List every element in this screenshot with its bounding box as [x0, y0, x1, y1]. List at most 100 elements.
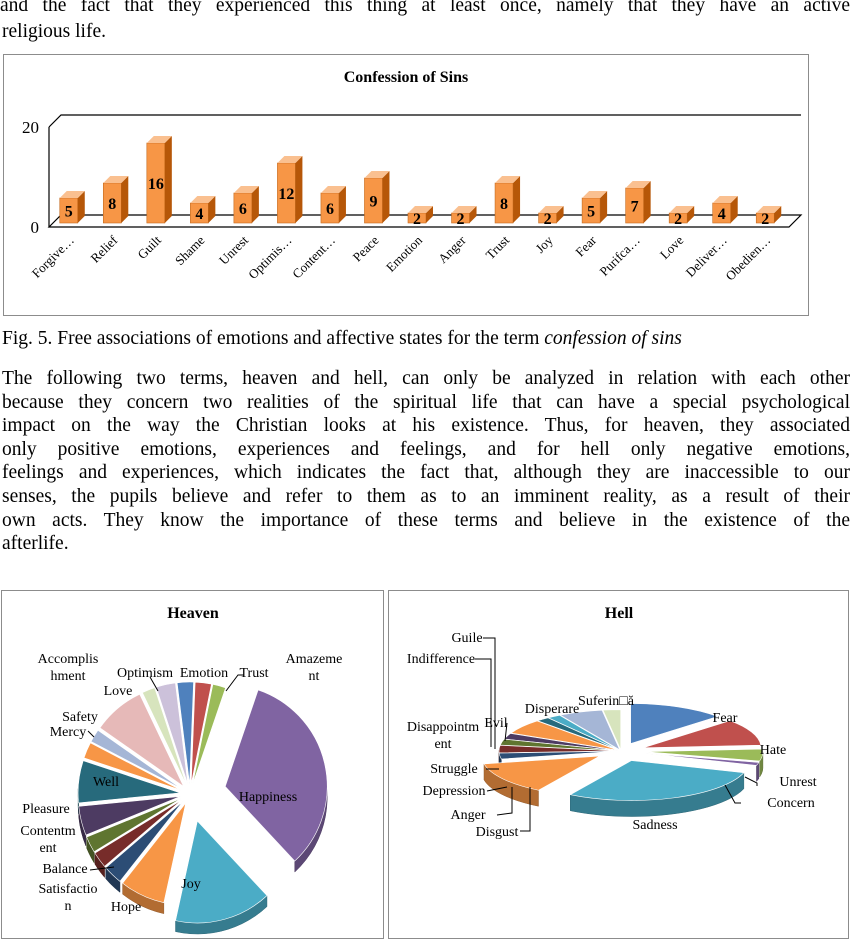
x-tick-label: Fear	[572, 232, 599, 259]
x-tick-label: Shame	[172, 232, 208, 268]
bar: 2	[669, 206, 694, 228]
bar-side	[295, 156, 302, 223]
bar-value-label: 2	[674, 211, 682, 228]
pie-label: Hate	[760, 743, 786, 758]
bar: 9	[364, 171, 389, 223]
pie-label: Anger	[451, 808, 486, 823]
paragraph-line: afterlife.	[2, 532, 850, 556]
y-tick-label: 20	[22, 118, 39, 137]
x-tick-label: Purifca…	[596, 233, 642, 279]
bar-chart-marks: 5 8 16 4 6 12 6 9 2 2 8 2 5 7 2 4 2	[60, 136, 781, 228]
leader-line	[88, 731, 94, 737]
pie-label: Evil	[484, 716, 507, 731]
bar-value-label: 8	[108, 196, 116, 213]
bar-value-label: 5	[65, 204, 73, 221]
bar-value-label: 16	[148, 176, 164, 193]
bar: 12	[277, 156, 302, 223]
x-tick-label: Content…	[289, 233, 338, 282]
paragraph-line: impact on the way the Christian looks at…	[2, 414, 850, 438]
bar: 2	[539, 206, 564, 228]
paragraph-line: only positive emotions, experiences and …	[2, 438, 850, 462]
pie-label: Suferin□ă	[578, 694, 635, 709]
bar-side	[382, 171, 389, 223]
x-tick-label: Optimis…	[245, 233, 294, 282]
bar-value-label: 6	[326, 201, 334, 218]
pie-label: Unrest	[779, 775, 816, 790]
bar-side	[644, 181, 651, 223]
bar-chart-title: Confession of Sins	[344, 69, 468, 86]
caption-emphasis: confession of sins	[544, 328, 682, 349]
bar-value-label: 12	[278, 186, 294, 203]
pie-slice	[570, 761, 744, 817]
x-tick-label: Love	[657, 232, 687, 262]
paragraph-line: feelings and experiences, which indicate…	[2, 461, 850, 485]
intro-line-1: and the fact that they experienced this …	[0, 0, 850, 18]
x-tick-label: Forgive…	[29, 233, 77, 281]
leader-line	[745, 777, 757, 786]
body-paragraph: The following two terms, heaven and hell…	[2, 367, 850, 556]
pie-slice-top	[225, 690, 327, 861]
y-tick-label: 0	[31, 218, 40, 237]
x-tick-label: Peace	[350, 232, 382, 264]
pie-label: Guile	[451, 631, 482, 646]
bar: 2	[408, 206, 433, 228]
bar: 4	[190, 196, 215, 223]
bar-value-label: 7	[631, 199, 639, 216]
bar: 5	[60, 191, 85, 223]
pie-label: Love	[104, 684, 133, 699]
pie-label: Disgust	[476, 825, 519, 840]
pie-label: Struggle	[430, 762, 477, 777]
pie-slice	[225, 690, 327, 872]
pie-label: Well	[93, 775, 119, 790]
pie-label: Mercy	[50, 725, 87, 740]
x-tick-label: Anger	[435, 232, 469, 266]
hell-chart-title: Hell	[605, 605, 634, 622]
pie-label: Pleasure	[22, 802, 69, 817]
bar: 6	[234, 186, 259, 223]
bar: 4	[713, 196, 738, 223]
bar-value-label: 2	[761, 211, 769, 228]
pie-label: Depression	[423, 784, 486, 799]
pie-label: Disperare	[525, 702, 579, 717]
x-tick-label: Unrest	[216, 232, 251, 267]
bar: 8	[103, 176, 128, 223]
pie-label: Concern	[767, 796, 814, 811]
confession-chart-panel: Confession of Sins 0 20 5 8 16 4 6 12 6 9 2 2 8 2 5 7 2…	[3, 54, 809, 316]
bar: 16	[147, 136, 172, 223]
confession-bar-chart: Confession of Sins 0 20 5 8 16 4 6 12 6 9 2 2 8 2 5 7 2…	[4, 55, 808, 315]
bar-side	[165, 136, 172, 223]
x-tick-label: Guilt	[134, 232, 164, 262]
pie-label: Optimism	[117, 666, 173, 681]
intro-line-2: religious life.	[2, 20, 850, 44]
bar: 7	[626, 181, 651, 223]
figure-caption: Fig. 5. Free associations of emotions an…	[2, 328, 682, 350]
bar: 2	[452, 206, 477, 228]
bar-value-label: 2	[413, 211, 421, 228]
pie-label: Trust	[239, 666, 268, 681]
paragraph-line: The following two terms, heaven and hell…	[2, 367, 850, 391]
pie-label: Balance	[42, 862, 87, 877]
bar-value-label: 2	[544, 211, 552, 228]
pie-label: Hope	[111, 900, 141, 915]
pie-label: Safety	[62, 710, 98, 725]
x-tick-label: Trust	[482, 232, 512, 262]
caption-prefix: Fig. 5. Free associations of emotions an…	[2, 328, 544, 349]
bar-value-label: 5	[587, 204, 595, 221]
pie-label: Joy	[181, 877, 200, 892]
hell-pie-chart: Hell FearHateUnrestConcernSadnessDisgust…	[389, 591, 848, 938]
bar-side	[121, 176, 128, 223]
bar-value-label: 4	[718, 206, 726, 223]
bar-value-label: 4	[195, 206, 203, 223]
grid-line-top	[49, 115, 801, 127]
paragraph-line: senses, the pupils believe and refer to …	[2, 485, 850, 509]
pie-label: Indifference	[407, 652, 475, 667]
bar-value-label: 8	[500, 196, 508, 213]
paragraph-line: own acts. They know the importance of th…	[2, 509, 850, 533]
pie-label: Happiness	[239, 790, 297, 805]
